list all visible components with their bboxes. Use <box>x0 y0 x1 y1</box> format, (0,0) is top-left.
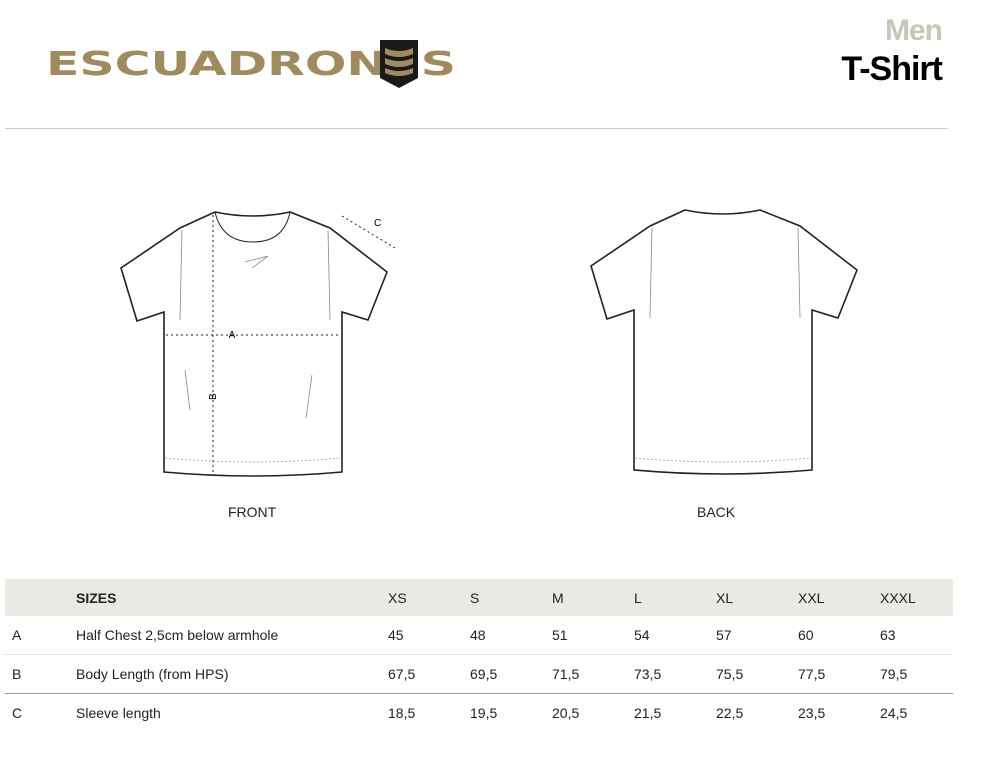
back-label: BACK <box>697 504 736 520</box>
cell: 71,5 <box>552 654 634 694</box>
size-table: SIZES XS S M L XL XXL XXXL A Half Chest … <box>5 579 953 732</box>
row-code: B <box>5 654 76 694</box>
category-label: Men <box>885 14 943 47</box>
cell: 22,5 <box>716 705 744 721</box>
row-label: Sleeve length <box>76 705 161 721</box>
table-row: B Body Length (from HPS) 67,5 69,5 71,5 … <box>5 654 953 694</box>
cell: 48 <box>470 616 552 655</box>
size-header: XL <box>716 589 734 606</box>
row-label: Body Length (from HPS) <box>76 654 388 694</box>
cell: 23,5 <box>798 705 826 721</box>
sizes-header: SIZES <box>76 589 117 606</box>
size-header: L <box>634 589 642 606</box>
size-header: XXXL <box>880 589 916 606</box>
size-header: S <box>470 589 480 606</box>
table-row: C Sleeve length 18,5 19,5 20,5 21,5 22,5… <box>5 694 953 733</box>
marker-b: B <box>208 393 219 400</box>
size-header: M <box>552 589 564 606</box>
cell: 67,5 <box>388 654 470 694</box>
page-title: T-Shirt <box>841 50 943 88</box>
cell: 63 <box>880 616 953 655</box>
row-code: C <box>12 705 23 721</box>
table-row: A Half Chest 2,5cm below armhole 45 48 5… <box>5 616 953 655</box>
cell: 45 <box>388 616 470 655</box>
cell: 77,5 <box>798 654 880 694</box>
cell: 57 <box>716 616 798 655</box>
divider <box>5 128 948 129</box>
cell: 24,5 <box>880 705 908 721</box>
brand-logo: ESCUADRONES <box>46 40 466 95</box>
cell: 18,5 <box>388 705 416 721</box>
row-label: Half Chest 2,5cm below armhole <box>76 616 388 655</box>
tshirt-drawings: A B C <box>120 209 858 477</box>
cell: 20,5 <box>552 705 580 721</box>
row-code: A <box>5 616 76 655</box>
marker-a: A <box>229 330 236 341</box>
marker-c: C <box>374 218 381 229</box>
table-header-row: SIZES XS S M L XL XXL XXXL <box>5 579 953 616</box>
front-label: FRONT <box>228 504 277 520</box>
size-header: XS <box>388 589 407 606</box>
cell: 60 <box>798 616 880 655</box>
cell: 54 <box>634 616 716 655</box>
cell: 69,5 <box>470 654 552 694</box>
cell: 75,5 <box>716 654 798 694</box>
shield-icon <box>380 40 418 88</box>
front-tshirt-drawing <box>120 211 396 477</box>
size-header: XXL <box>798 589 825 606</box>
cell: 51 <box>552 616 634 655</box>
back-tshirt-drawing <box>590 209 858 475</box>
cell: 73,5 <box>634 654 716 694</box>
cell: 19,5 <box>470 705 498 721</box>
cell: 21,5 <box>634 705 662 721</box>
cell: 79,5 <box>880 654 953 694</box>
